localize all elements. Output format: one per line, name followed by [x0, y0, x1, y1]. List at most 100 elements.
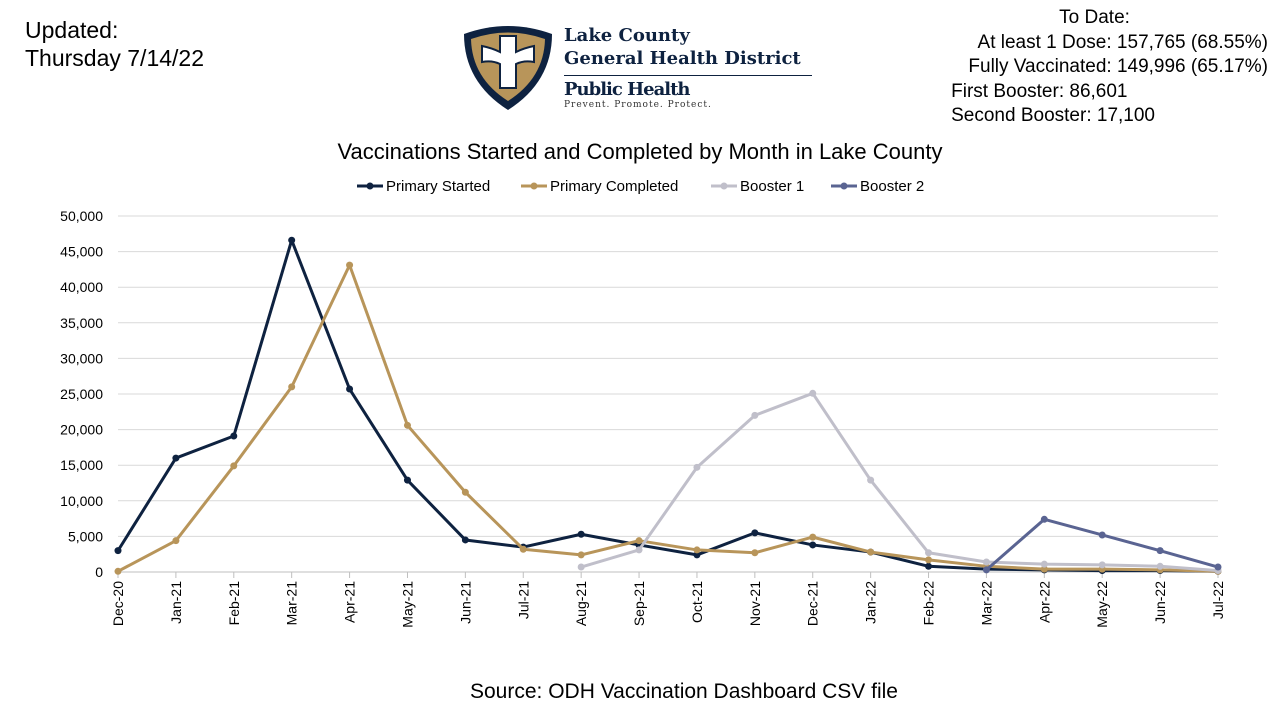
- x-axis: Dec-20 Jan-21 Feb-21 Mar-21 Apr-21 May-21 Jun-…: [110, 571, 1226, 628]
- data-point: [1040, 565, 1048, 573]
- y-tick-label: 0: [95, 564, 103, 580]
- data-point: [635, 537, 643, 545]
- data-point: [230, 432, 238, 440]
- data-point: [1098, 531, 1106, 539]
- x-tick-label: May-22: [1094, 581, 1110, 628]
- legend-marker: [530, 182, 538, 190]
- data-point: [172, 454, 180, 462]
- legend-marker: [720, 182, 728, 190]
- series-primary-completed: [114, 261, 1222, 575]
- data-point: [751, 411, 759, 419]
- x-tick-label: Jun-21: [457, 581, 473, 624]
- stat-first-dose: At least 1 Dose: 157,765 (68.55%): [977, 31, 1268, 53]
- legend-label: Primary Started: [386, 178, 490, 195]
- series-booster-2: [982, 515, 1222, 574]
- data-point: [577, 563, 585, 571]
- y-tick-label: 50,000: [60, 208, 103, 224]
- legend-label: Booster 1: [740, 178, 804, 195]
- data-point: [809, 389, 817, 397]
- legend-item: Booster 2: [831, 178, 924, 195]
- to-date-stats: To Date: At least 1 Dose: 157,765 (68.55…: [951, 6, 1268, 129]
- data-point: [925, 549, 933, 557]
- health-district-logo: Lake County General Health District Publ…: [460, 22, 820, 114]
- x-tick-label: Mar-21: [284, 581, 300, 626]
- data-point: [1040, 560, 1048, 568]
- data-point: [1098, 561, 1106, 569]
- y-tick-label: 40,000: [60, 279, 103, 295]
- data-point: [867, 548, 875, 556]
- series-booster-1: [577, 389, 1222, 575]
- x-tick-label: Nov-21: [747, 581, 763, 626]
- data-point: [230, 462, 238, 470]
- updated-label: Updated:: [25, 17, 119, 43]
- data-point: [982, 566, 990, 574]
- data-point: [751, 549, 759, 557]
- logo-divider: [564, 75, 812, 76]
- logo-line3: Public Health: [564, 79, 690, 100]
- x-tick-label: Dec-21: [805, 581, 821, 626]
- y-tick-label: 25,000: [60, 386, 103, 402]
- y-axis: 0 5,000 10,000 15,000 20,000 25,000 30,000 35,0…: [60, 208, 103, 580]
- updated-date: Thursday 7/14/22: [25, 45, 205, 71]
- chart-title: Vaccinations Started and Completed by Mo…: [338, 139, 943, 164]
- legend-item: Booster 1: [711, 178, 804, 195]
- data-point: [693, 463, 701, 471]
- data-point: [114, 567, 122, 575]
- data-point: [403, 476, 411, 484]
- to-date-label: To Date:: [1059, 7, 1130, 28]
- x-tick-label: Feb-22: [921, 581, 937, 626]
- data-point: [114, 547, 122, 555]
- y-tick-label: 35,000: [60, 315, 103, 331]
- y-tick-label: 15,000: [60, 457, 103, 473]
- data-point: [172, 537, 180, 545]
- x-tick-label: Oct-21: [689, 581, 705, 623]
- legend-label: Primary Completed: [550, 178, 678, 195]
- data-point: [1156, 547, 1164, 555]
- y-tick-label: 30,000: [60, 350, 103, 366]
- series-line: [117, 263, 1219, 573]
- logo-line1: Lake County: [564, 25, 690, 46]
- y-tick-label: 20,000: [60, 422, 103, 438]
- legend: Primary Started Primary Completed Booster …: [357, 178, 924, 195]
- data-point: [519, 545, 527, 553]
- x-tick-label: Aug-21: [573, 581, 589, 626]
- data-point: [461, 536, 469, 544]
- x-tick-label: Jul-22: [1210, 581, 1226, 619]
- x-tick-label: Jun-22: [1152, 581, 1168, 624]
- x-tick-label: Apr-21: [342, 581, 358, 623]
- data-point: [288, 236, 296, 244]
- data-point: [925, 556, 933, 564]
- data-point: [403, 421, 411, 429]
- stat-first-booster: First Booster: 86,601: [951, 80, 1128, 102]
- x-tick-label: Apr-22: [1036, 581, 1052, 623]
- data-point: [982, 558, 990, 566]
- x-tick-label: Jan-22: [863, 581, 879, 624]
- data-point: [1214, 563, 1222, 571]
- source-note: Source: ODH Vaccination Dashboard CSV fi…: [470, 680, 898, 703]
- data-point: [577, 530, 585, 538]
- data-point: [635, 546, 643, 554]
- data-point: [693, 551, 701, 559]
- x-tick-label: Mar-22: [978, 581, 994, 626]
- x-tick-label: Dec-20: [110, 581, 126, 626]
- shield-cross-icon: [464, 26, 552, 110]
- data-point: [809, 533, 817, 541]
- stat-fully-vaccinated: Fully Vaccinated: 149,996 (65.17%): [968, 56, 1268, 77]
- x-tick-label: Feb-21: [226, 581, 242, 626]
- data-point: [288, 383, 296, 391]
- series-lines: [114, 236, 1222, 575]
- logo-line2: General Health District: [564, 48, 801, 69]
- legend-item: Primary Completed: [521, 178, 678, 195]
- data-point: [809, 541, 817, 549]
- stat-second-booster: Second Booster: 17,100: [951, 105, 1155, 126]
- x-tick-label: Jan-21: [168, 581, 184, 624]
- data-point: [925, 562, 933, 570]
- data-point: [346, 385, 354, 393]
- x-tick-label: May-21: [399, 581, 415, 628]
- data-point: [867, 476, 875, 484]
- legend-marker: [840, 182, 848, 190]
- data-point: [1156, 562, 1164, 570]
- legend-item: Primary Started: [357, 178, 490, 195]
- data-point: [461, 488, 469, 496]
